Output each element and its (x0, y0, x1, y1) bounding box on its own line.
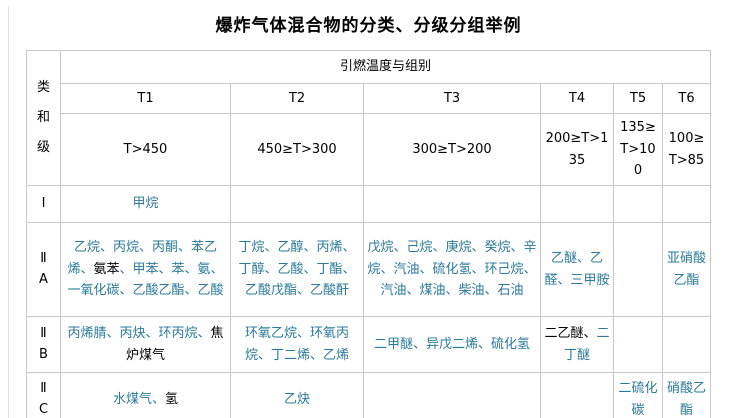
temp-range-cell-t3: 300≥T>200 (363, 113, 541, 186)
chemical-names: 二丁醚 (563, 326, 610, 363)
chemical-cell: 硝酸乙酯 (661, 372, 712, 418)
header-cell-t2: T2 (230, 83, 364, 114)
header-cell-t4: T4 (540, 83, 614, 114)
empty-cell (661, 185, 712, 223)
chemical-names: 环氧乙烷、环氧丙烷、丁二烯、乙烯 (244, 326, 349, 363)
row-label: Ⅱ B (26, 316, 61, 373)
group-header-cell: 引燃温度与组别 (59, 50, 712, 84)
chemical-cell: 亚硝酸乙酯 (661, 222, 712, 317)
empty-cell (230, 185, 364, 223)
corner-char: 类 (36, 80, 50, 96)
corner-char: 和 (36, 110, 50, 126)
row-label: Ⅱ A (26, 222, 61, 317)
chemical-cell: 二乙醚、二丁醚 (540, 316, 614, 373)
empty-cell (540, 185, 614, 223)
header-cell-t1: T1 (60, 83, 231, 114)
group-header-row: 类 和 级 引燃温度与组别 (26, 50, 712, 186)
chemical-names: 丁烷、乙醇、丙烯、丁醇、乙酸、丁酯、乙酸戊酯、乙酸酐 (238, 240, 356, 299)
chemical-names: 甲烷 (132, 196, 159, 212)
table-row-class-2b: Ⅱ B 丙烯腈、丙炔、环丙烷、焦炉煤气 环氧乙烷、环氧丙烷、丁二烯、乙烯 二甲醚… (26, 316, 712, 373)
header-cell-t5: T5 (613, 83, 663, 114)
chemical-names: 乙醚、乙醛、三甲胺 (544, 251, 610, 288)
temp-range-cell-t4: 200≥T>135 (540, 113, 614, 186)
chemical-cell: 乙烷、丙烷、丙酮、苯乙烯、氨苯、甲苯、苯、氨、一氧化碳、乙酸乙酯、乙酸 (60, 222, 231, 317)
chemical-cell: 二甲醚、异戊二烯、硫化氢 (363, 316, 541, 373)
empty-cell (540, 372, 614, 418)
chemical-cell: 乙醚、乙醛、三甲胺 (540, 222, 614, 317)
empty-cell (363, 372, 541, 418)
table-row-class-1: Ⅰ 甲烷 (26, 185, 712, 223)
empty-cell (613, 185, 663, 223)
header-cell-t6: T6 (661, 83, 712, 114)
chemical-names: 丙烯腈、丙炔、环丙烷、 (67, 326, 211, 342)
chemical-names: 二乙醚、 (544, 326, 597, 342)
chemical-cell: 环氧乙烷、环氧丙烷、丁二烯、乙烯 (230, 316, 364, 373)
chemical-names: 氨苯 (93, 261, 120, 277)
chemical-cell: 二硫化碳 (613, 372, 663, 418)
empty-cell (613, 222, 663, 317)
chemical-cell: 丙烯腈、丙炔、环丙烷、焦炉煤气 (60, 316, 231, 373)
chemical-names: 乙炔 (283, 391, 310, 407)
chemical-cell: 乙炔 (230, 372, 364, 418)
temp-group-row: T1 T2 T3 T4 T5 T6 (27, 83, 712, 114)
page-edge-line (8, 6, 9, 418)
empty-cell (661, 316, 712, 373)
chemical-names: 戊烷、己烷、庚烷、癸烷、辛烷、汽油、硫化氢、环己烷、汽油、煤油、柴油、石油 (367, 240, 537, 299)
temp-range-cell-t6: 100≥T>85 (661, 113, 712, 186)
row-label: Ⅰ (26, 185, 61, 223)
temp-range-cell-t2: 450≥T>300 (230, 113, 364, 186)
chemical-names: 、甲苯、苯、氨、一氧化碳、乙酸乙酯、乙酸 (67, 261, 224, 299)
temp-range-cell-t5: 135≥T>100 (613, 113, 663, 186)
chemical-names: 焦炉煤气 (125, 326, 224, 363)
chemical-cell: 水煤气、氢 (60, 372, 231, 418)
chemical-names: 乙烷、丙烷、丙酮、苯乙烯、 (67, 240, 217, 277)
temp-range-cell-t1: T>450 (60, 113, 231, 186)
chemical-names: 氢 (165, 391, 179, 407)
row-label: Ⅱ C (26, 372, 61, 418)
header-cell-t3: T3 (363, 83, 541, 114)
empty-cell (363, 185, 541, 223)
corner-char: 级 (36, 139, 50, 155)
chemical-names: 亚硝酸乙酯 (667, 251, 707, 288)
chemical-names: 硝酸乙酯 (667, 381, 707, 418)
chemical-names: 水煤气、 (112, 391, 165, 407)
chemical-names: 二甲醚、异戊二烯、硫化氢 (373, 336, 530, 352)
chemical-cell: 丁烷、乙醇、丙烯、丁醇、乙酸、丁酯、乙酸戊酯、乙酸酐 (230, 222, 364, 317)
table-row-class-2c: Ⅱ C 水煤气、氢 乙炔 二硫化碳 硝酸乙酯 (26, 372, 712, 418)
chemical-cell: 甲烷 (60, 185, 231, 223)
temp-range-row: T>450 450≥T>300 300≥T>200 200≥T>135 135≥… (27, 113, 712, 186)
empty-cell (613, 316, 663, 373)
classification-table: 类 和 级 引燃温度与组别 T1 T2 T3 T4 T5 T6 T>450 45… (26, 50, 712, 418)
page-title: 爆炸气体混合物的分类、分级分组举例 (215, 16, 522, 36)
chemical-names: 二硫化碳 (618, 381, 658, 418)
table-row-class-2a: Ⅱ A 乙烷、丙烷、丙酮、苯乙烯、氨苯、甲苯、苯、氨、一氧化碳、乙酸乙酯、乙酸 … (26, 222, 712, 317)
chemical-cell: 戊烷、己烷、庚烷、癸烷、辛烷、汽油、硫化氢、环己烷、汽油、煤油、柴油、石油 (363, 222, 541, 317)
corner-header-cell: 类 和 级 (26, 50, 61, 186)
